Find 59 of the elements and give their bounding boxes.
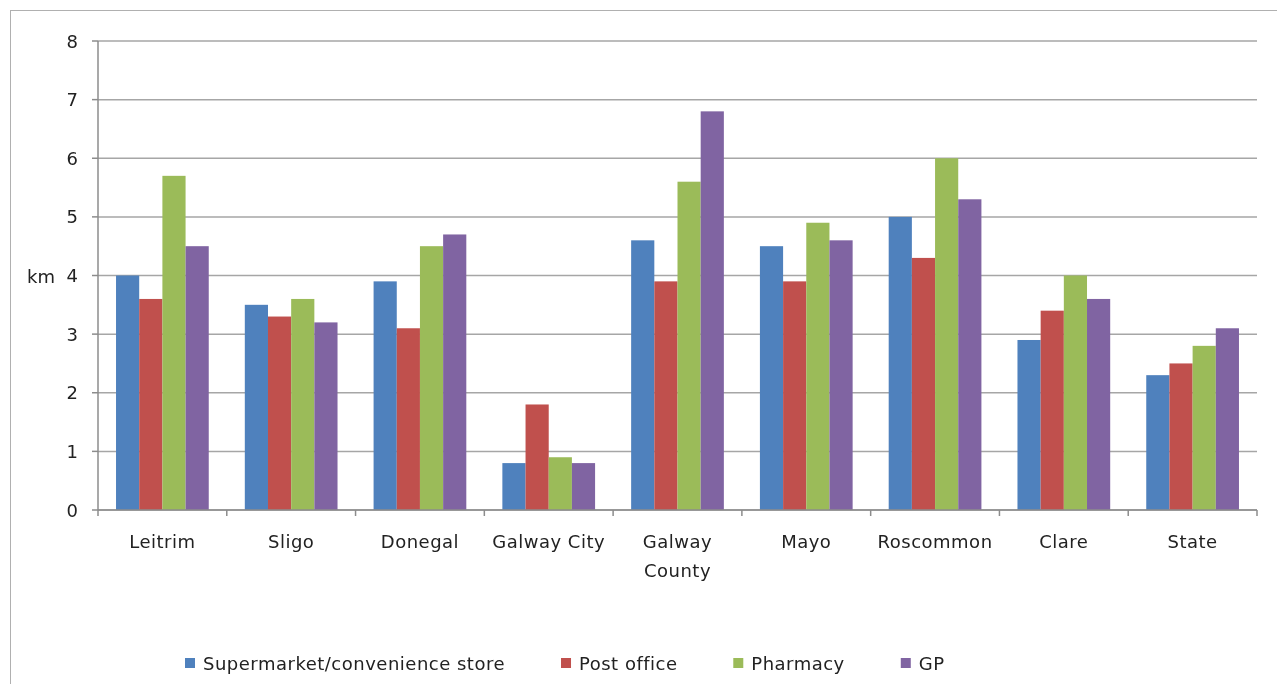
bar	[502, 463, 526, 510]
bar	[806, 222, 830, 510]
y-axis-title: km	[27, 265, 55, 286]
bar	[1017, 339, 1041, 510]
x-tick-label: Galway City	[492, 531, 606, 552]
x-tick-label: Galway County	[642, 531, 713, 581]
bar	[1169, 363, 1193, 510]
bar	[935, 158, 959, 510]
bar	[571, 463, 596, 510]
bar	[244, 304, 268, 510]
bar	[1146, 375, 1170, 510]
x-tick-label: Leitrim	[129, 531, 196, 552]
x-tick-label: Clare	[1039, 531, 1089, 552]
bar	[373, 281, 397, 510]
y-tick-label: 4	[66, 265, 78, 286]
y-tick-label: 5	[66, 206, 78, 228]
bar	[116, 275, 140, 510]
bar	[185, 246, 209, 510]
bar	[759, 246, 784, 510]
bar	[1063, 275, 1088, 510]
y-tick-label: 1	[66, 440, 78, 462]
x-tick-label: Donegal	[380, 531, 460, 552]
bar	[700, 111, 724, 510]
bar	[631, 240, 655, 510]
bar	[911, 257, 936, 510]
y-tick-label: 3	[66, 323, 78, 345]
bar	[1087, 298, 1111, 510]
bar	[548, 457, 572, 510]
y-tick-label: 2	[66, 382, 78, 404]
bar	[677, 181, 701, 510]
x-tick-label: Mayo	[781, 531, 832, 552]
bar	[958, 199, 982, 510]
bar	[139, 298, 163, 510]
bar	[525, 404, 549, 510]
bar	[1215, 328, 1239, 510]
x-tick-label: State	[1167, 531, 1218, 552]
bar	[829, 240, 853, 510]
x-tick-label: Sligo	[267, 531, 315, 552]
legend-label: Post office	[579, 652, 678, 674]
bar	[888, 216, 912, 510]
bar	[783, 281, 807, 510]
bar	[267, 316, 292, 510]
bar	[419, 246, 444, 510]
bar	[396, 328, 420, 510]
y-tick-label: 0	[66, 499, 78, 521]
bar	[1192, 345, 1216, 510]
legend-label: Pharmacy	[751, 652, 845, 674]
y-tick-label: 7	[66, 89, 78, 111]
bar	[291, 298, 315, 510]
x-tick-label: Roscommon	[877, 531, 993, 552]
bar	[162, 175, 186, 510]
y-tick-label: 8	[66, 30, 78, 52]
bar	[1040, 310, 1064, 510]
legend-label: Supermarket/convenience store	[203, 652, 506, 674]
y-tick-label: 6	[66, 147, 78, 169]
bar	[314, 322, 338, 510]
legend-label: GP	[918, 652, 945, 674]
bar	[443, 234, 467, 510]
bar	[654, 281, 678, 510]
